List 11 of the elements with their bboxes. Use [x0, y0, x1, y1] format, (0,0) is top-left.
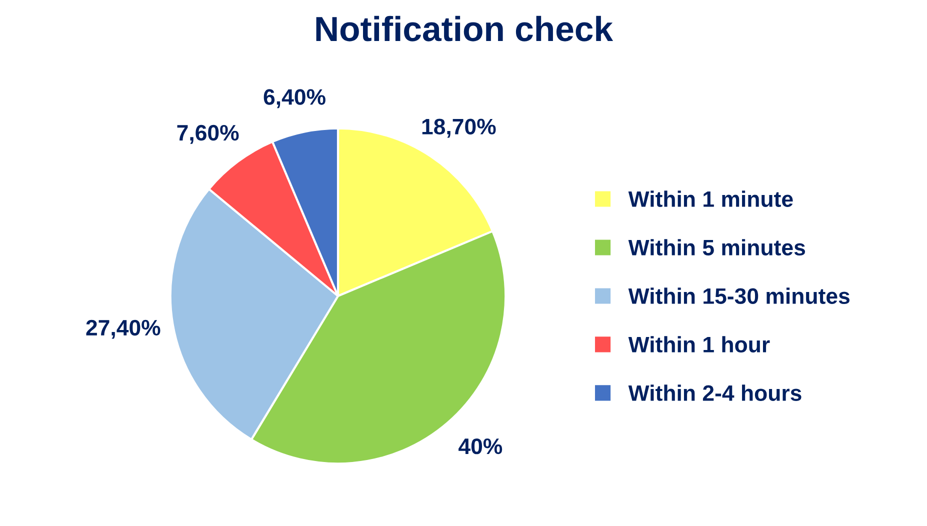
legend-label: Within 2-4 hours — [628, 384, 802, 401]
data-label: 6,40% — [264, 89, 326, 108]
legend-label: Within 1 minute — [628, 190, 793, 207]
legend-label: Within 15-30 minutes — [628, 288, 850, 304]
data-label: 27,40% — [86, 320, 160, 339]
data-label: 7,60% — [177, 124, 239, 144]
data-label: 18,70% — [422, 118, 496, 138]
data-label: 40% — [458, 438, 502, 454]
legend-label: Within 5 minutes — [628, 239, 806, 256]
chart-title: Notification check — [316, 16, 614, 42]
legend-label: Within 1 hour — [628, 336, 770, 352]
